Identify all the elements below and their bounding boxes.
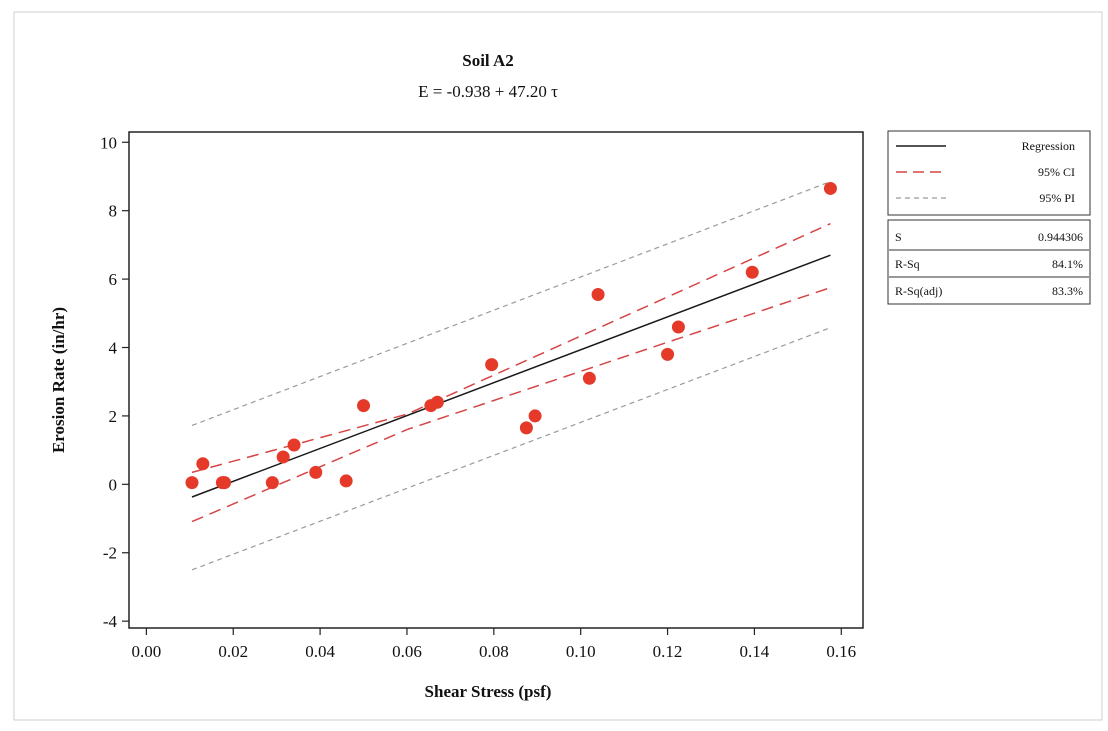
data-point [185, 476, 199, 490]
x-tick-label: 0.08 [479, 642, 509, 661]
y-tick-label: 6 [109, 270, 118, 289]
x-tick-label: 0.12 [653, 642, 683, 661]
data-point [519, 421, 533, 435]
pi-lower-line [191, 327, 831, 571]
data-point [823, 181, 837, 195]
x-tick-label: 0.00 [131, 642, 161, 661]
data-point [265, 476, 279, 490]
x-tick-label: 0.06 [392, 642, 422, 661]
chart-subtitle: E = -0.938 + 47.20 τ [418, 82, 558, 101]
data-point [339, 474, 353, 488]
data-point [582, 371, 596, 385]
chart-title: Soil A2 [462, 51, 514, 70]
legend-label-pi: 95% PI [1039, 191, 1075, 205]
y-tick-label: 10 [100, 133, 117, 152]
y-tick-label: -2 [103, 544, 117, 563]
data-point [218, 476, 232, 490]
stats-table: S 0.944306 R-Sq 84.1% R-Sq(adj) 83.3% [887, 219, 1091, 305]
plot-area [128, 131, 864, 629]
legend-label-ci: 95% CI [1038, 165, 1075, 179]
ci-upper-line [191, 222, 831, 474]
data-points [185, 181, 837, 490]
data-point [196, 457, 210, 471]
y-tick-label: 0 [109, 475, 118, 494]
x-axis-ticks: 0.00 0.02 0.04 0.06 0.08 0.10 0.12 0.14 0.16 [131, 628, 856, 661]
y-tick-label: -4 [103, 612, 118, 631]
x-tick-label: 0.02 [218, 642, 248, 661]
data-point [357, 399, 371, 413]
data-point [287, 438, 301, 452]
data-point [661, 347, 675, 361]
x-axis-label: Shear Stress (psf) [425, 682, 552, 701]
x-tick-label: 0.16 [826, 642, 856, 661]
x-tick-label: 0.10 [566, 642, 596, 661]
stat-value-rsq: 84.1% [1052, 257, 1083, 271]
data-point [671, 320, 685, 334]
y-tick-label: 2 [109, 407, 118, 426]
stat-label-rsq-adj: R-Sq(adj) [895, 284, 942, 298]
pi-upper-line [191, 181, 831, 427]
x-tick-label: 0.04 [305, 642, 335, 661]
data-point [745, 265, 759, 279]
stat-value-rsq-adj: 83.3% [1052, 284, 1083, 298]
data-point [528, 409, 542, 423]
ci-lower-line [191, 286, 831, 523]
y-axis-ticks: -4 -2 0 2 4 6 8 10 [100, 133, 129, 631]
data-point [276, 450, 290, 464]
legend-frame [887, 130, 1091, 216]
legend-label-regression: Regression [1022, 139, 1075, 153]
data-point [309, 465, 323, 479]
x-tick-label: 0.14 [740, 642, 770, 661]
stat-label-rsq: R-Sq [895, 257, 920, 271]
data-point [430, 395, 444, 409]
data-point [591, 287, 605, 301]
figure-border [13, 11, 1103, 721]
legend: Regression 95% CI 95% PI [887, 130, 1091, 216]
fit-lines [191, 181, 831, 571]
stat-label-s: S [895, 230, 902, 244]
stats-frame [887, 219, 1091, 305]
regression-line [191, 254, 831, 498]
y-tick-label: 8 [109, 202, 118, 221]
stat-value-s: 0.944306 [1038, 230, 1083, 244]
data-point [485, 358, 499, 372]
y-tick-label: 4 [109, 339, 118, 358]
y-axis-label: Erosion Rate (in/hr) [49, 307, 68, 453]
